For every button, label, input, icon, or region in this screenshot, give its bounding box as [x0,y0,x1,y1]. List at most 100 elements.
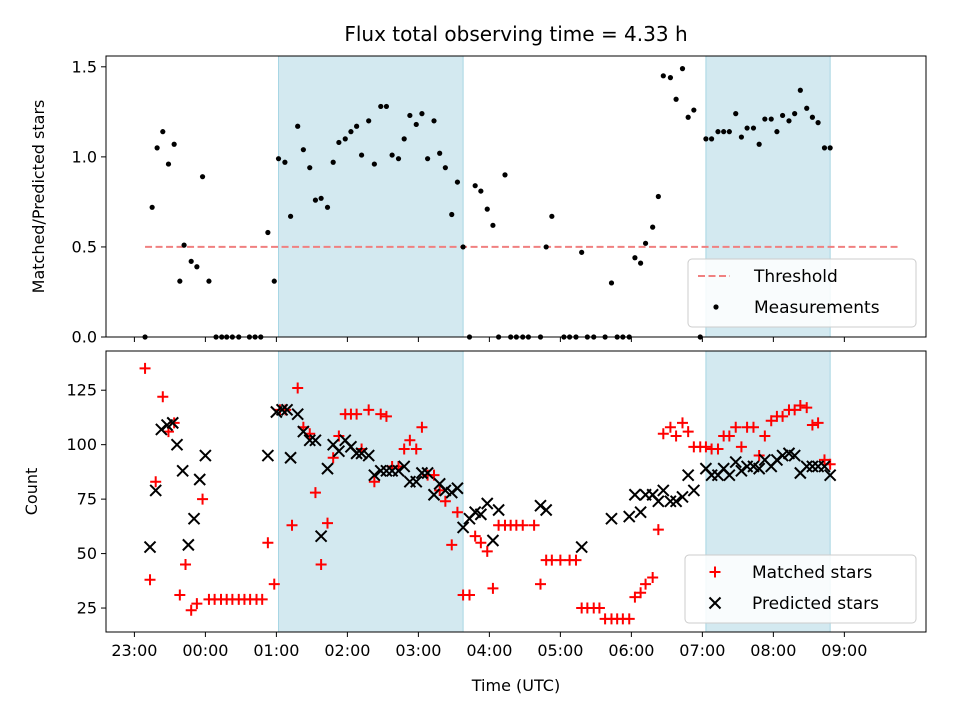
matched-star-point [292,382,304,394]
predicted-star-point [729,455,742,469]
matched-star-point [657,428,669,440]
matched-star-point [475,537,487,549]
predicted-star-point [355,447,368,460]
measurement-point [642,240,649,246]
predicted-star-point [143,540,157,554]
measurement-point [431,118,437,124]
predicted-star-point [657,484,670,497]
predicted-star-point [350,447,363,460]
matched-star-point [670,430,682,442]
predicted-star-point [539,503,553,517]
axes-frame-top [105,55,927,338]
matched-star-point [623,613,635,625]
predicted-star-point [806,460,819,473]
measurement-point [336,139,342,146]
x-tick-label: 05:00 [537,641,583,660]
measurement-point [637,260,644,266]
matched-star-point [534,578,546,590]
measurement-point [437,150,443,156]
measurement-point [691,107,697,113]
matched-star-point [647,572,659,584]
measurement-point [149,204,155,210]
measurement-point [188,258,194,264]
predicted-star-point [451,482,464,495]
y-axis-label: Count [22,468,41,516]
measurement-point [715,129,721,135]
measurement-point [312,197,319,203]
measurement-point [549,213,555,219]
matched-star-point [806,419,818,431]
legend-predicted-label: Predicted stars [752,594,879,614]
measurement-point [762,116,768,122]
measurement-point [425,156,431,162]
predicted-star-point [314,529,328,543]
measurement-point [660,73,666,79]
measurement-point [324,204,331,210]
predicted-star-point [397,460,411,473]
x-tick-label: 08:00 [750,641,796,660]
measurement-point [389,152,395,158]
predicted-star-point [687,484,701,497]
predicted-star-point [275,403,289,417]
matched-star-point [404,434,416,446]
measurement-point [490,222,496,228]
predicted-star-point [634,505,647,519]
measurement-point [300,147,306,153]
matched-star-point [256,593,268,605]
legend-box [687,258,917,328]
measurement-point [502,172,508,178]
x-axis-label: Time (UTC) [471,676,560,695]
measurement-point [484,206,490,212]
legend-measurement-swatch [713,304,719,310]
measurement-point [413,121,419,128]
predicted-star-point [818,460,831,473]
legend-matched-swatch [709,566,721,578]
predicted-star-point [380,464,393,478]
measurement-point [827,145,833,151]
predicted-star-point [575,540,588,554]
predicted-star-point [492,503,505,517]
measurement-point [383,103,390,110]
legend-threshold-label: Threshold [753,267,838,287]
matched-star-point [262,537,274,549]
predicted-star-point [309,434,322,447]
matched-star-point [368,476,380,488]
y-tick-label: 1.0 [72,147,97,166]
predicted-star-point [182,538,195,552]
matched-star-point [410,443,422,455]
matched-star-point [640,578,652,590]
measurement-point [679,66,686,72]
predicted-star-point [788,449,801,462]
matched-star-point [286,519,298,531]
predicted-star-point [280,403,294,417]
matched-star-point [735,441,747,453]
matched-star-point [398,443,410,455]
y-tick-label: 75 [77,490,97,509]
measurement-point [756,141,762,147]
predicted-star-point [723,468,736,482]
shaded-span [278,351,464,632]
predicted-star-point [800,460,813,473]
x-tick-label: 01:00 [253,641,299,660]
measurement-point [271,278,277,284]
matched-star-point [747,421,759,433]
matched-star-point [812,417,824,429]
x-tick-label: 02:00 [324,641,370,660]
predicted-star-point [669,495,683,508]
predicted-star-point [605,512,618,525]
measurement-point [275,156,282,162]
legend-measurement-label: Measurements [754,298,880,318]
predicted-star-point [456,521,470,534]
matched-star-point [180,558,192,570]
matched-star-point [765,415,777,427]
y-tick-label: 100 [66,435,97,454]
matched-star-point [197,493,209,505]
matched-star-point [451,506,463,518]
matched-star-point [487,582,499,594]
matched-star-point [174,589,186,601]
matched-star-point [380,410,392,422]
predicted-star-point [199,449,212,462]
measurement-point [378,103,384,110]
predicted-star-point [481,497,494,510]
